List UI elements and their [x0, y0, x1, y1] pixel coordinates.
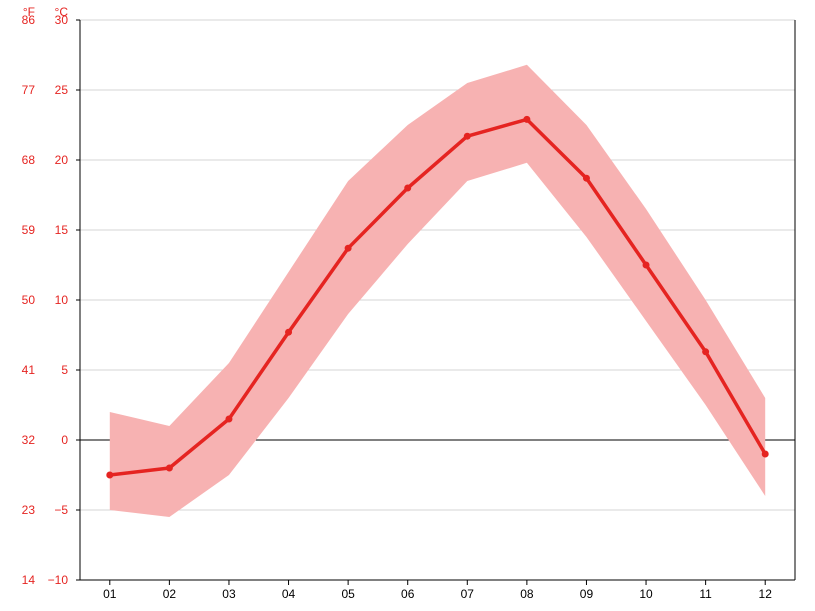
x-tick-label: 08: [520, 587, 534, 601]
y-tick-label-f: 50: [22, 293, 36, 307]
y-tick-label-c: 20: [55, 153, 69, 167]
y-unit-label-f: °F: [23, 5, 35, 19]
data-point: [464, 133, 471, 140]
data-point: [702, 348, 709, 355]
data-point: [225, 416, 232, 423]
x-tick-label: 06: [401, 587, 415, 601]
x-tick-label: 10: [639, 587, 653, 601]
data-point: [523, 116, 530, 123]
data-point: [345, 245, 352, 252]
y-tick-label-f: 23: [22, 503, 36, 517]
x-tick-label: 12: [759, 587, 773, 601]
x-tick-label: 09: [580, 587, 594, 601]
data-point: [285, 329, 292, 336]
data-point: [404, 185, 411, 192]
y-tick-label-c: 10: [55, 293, 69, 307]
y-tick-label-f: 68: [22, 153, 36, 167]
x-tick-label: 11: [699, 587, 712, 601]
y-tick-label-c: 0: [61, 433, 68, 447]
data-point: [762, 451, 769, 458]
data-point: [583, 175, 590, 182]
y-tick-label-c: 25: [55, 83, 69, 97]
y-tick-label-f: 14: [22, 573, 36, 587]
x-tick-label: 05: [341, 587, 355, 601]
y-tick-label-f: 32: [22, 433, 36, 447]
x-tick-label: 01: [103, 587, 117, 601]
y-unit-label-c: °C: [55, 5, 69, 19]
x-tick-label: 02: [163, 587, 177, 601]
x-tick-label: 03: [222, 587, 236, 601]
data-point: [166, 465, 173, 472]
y-tick-label-f: 77: [22, 83, 36, 97]
y-tick-label-f: 41: [22, 363, 36, 377]
temperature-line-chart: 010203040506070809101112−10−505101520253…: [0, 0, 815, 611]
y-tick-label-f: 59: [22, 223, 36, 237]
x-tick-label: 07: [461, 587, 475, 601]
data-point: [106, 472, 113, 479]
x-tick-label: 04: [282, 587, 296, 601]
y-tick-label-c: −5: [54, 503, 68, 517]
data-point: [643, 262, 650, 269]
y-tick-label-c: 15: [55, 223, 69, 237]
y-tick-label-c: 5: [61, 363, 68, 377]
y-tick-label-c: −10: [48, 573, 69, 587]
